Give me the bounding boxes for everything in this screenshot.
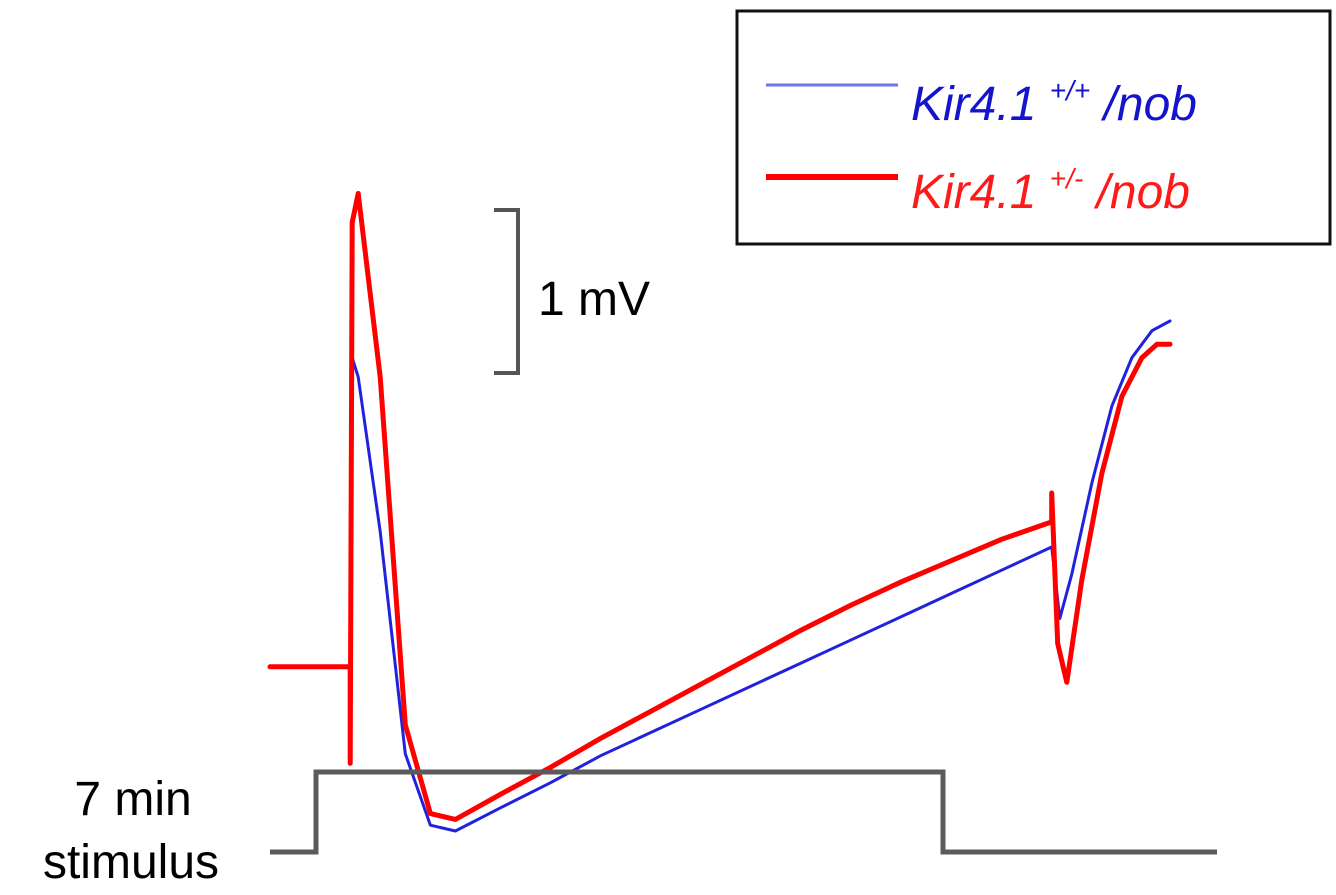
traces-group: [267, 191, 1173, 833]
legend-label-het-suffix: /nob: [1094, 166, 1190, 219]
legend-label-het-sup: +/-: [1050, 163, 1083, 194]
legend-entry-wt: Kir4.1 +/+ /nob: [766, 58, 1197, 131]
legend-label-het: Kir4.1 +/- /nob: [911, 146, 1190, 219]
scale-bar-label: 1 mV: [538, 273, 650, 326]
legend-label-wt-suffix: /nob: [1101, 78, 1197, 131]
stimulus-trace: [270, 769, 1217, 855]
stimulus: 7 min stimulus: [43, 769, 1217, 889]
trace-het: [267, 191, 1173, 822]
legend-label-wt: Kir4.1 +/+ /nob: [911, 58, 1197, 131]
legend-entry-het: Kir4.1 +/- /nob: [766, 146, 1190, 219]
legend-label-wt-sup: +/+: [1050, 75, 1090, 106]
stimulus-label-line1: 7 min: [74, 773, 191, 826]
legend: Kir4.1 +/+ /nob Kir4.1 +/- /nob: [735, 9, 1332, 246]
trace-wt: [268, 319, 1172, 833]
scale-bar: 1 mV: [494, 208, 650, 375]
legend-box: [735, 9, 1332, 246]
scale-bar-bracket: [494, 208, 520, 375]
legend-label-wt-base: Kir4.1: [911, 78, 1036, 131]
stimulus-label-line2: stimulus: [43, 836, 219, 889]
legend-label-het-base: Kir4.1: [911, 166, 1036, 219]
